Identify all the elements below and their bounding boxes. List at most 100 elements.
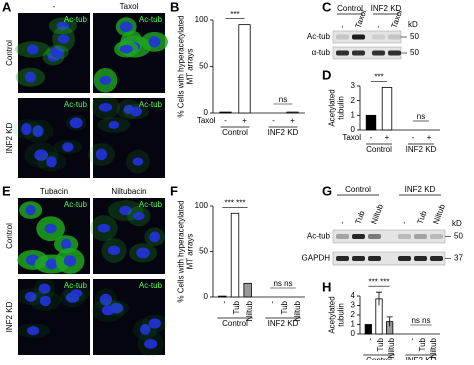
nucleus xyxy=(107,245,121,256)
x-tick-label: - xyxy=(412,133,415,142)
nucleus xyxy=(56,21,70,31)
micrograph: Ac-tub xyxy=(91,279,168,357)
lane-label: Niltub xyxy=(431,203,447,226)
lane-label: - xyxy=(399,220,408,226)
column-header: Taxol xyxy=(120,2,139,11)
group-label: Control xyxy=(366,356,392,360)
lane-label: - xyxy=(373,24,382,30)
row-label: INF2 KD xyxy=(5,301,14,332)
micrograph: Ac-tub xyxy=(16,277,90,355)
nucleus xyxy=(69,117,83,129)
y-tick-label: 100 xyxy=(195,201,209,210)
micrograph: Ac-tub xyxy=(15,13,90,93)
nucleus xyxy=(70,289,83,298)
nucleus xyxy=(136,247,150,259)
blot-band xyxy=(352,50,365,56)
panel-label: F xyxy=(170,183,178,198)
y-tick-label: 4 xyxy=(351,291,356,300)
y-tick-label: 50 xyxy=(199,247,208,256)
panel-label: H xyxy=(322,279,331,294)
y-axis-label: MT arrays xyxy=(186,234,195,270)
blot-band xyxy=(388,50,401,56)
bar xyxy=(243,282,252,298)
stain-label: Ac-tub xyxy=(64,200,88,209)
panel-label: G xyxy=(322,183,332,198)
nucleus xyxy=(119,205,132,216)
nucleus xyxy=(26,44,39,55)
significance: *** xyxy=(230,10,239,19)
nucleus xyxy=(129,106,142,117)
x-tick-label: - xyxy=(370,133,373,142)
marker: 50 xyxy=(410,32,419,41)
nucleus xyxy=(119,21,133,33)
y-axis-label: % Cells with hyperacetylated xyxy=(177,200,186,302)
blot-group: INF2 KD xyxy=(371,4,402,13)
nucleus xyxy=(119,44,133,54)
y-tick-label: 3 xyxy=(351,81,356,90)
row-label: Control xyxy=(5,40,14,66)
group-label: INF2 KD xyxy=(268,319,299,328)
row-label: Control xyxy=(5,223,14,249)
significance: ns ns xyxy=(411,316,430,325)
nucleus xyxy=(24,291,37,302)
nucleus xyxy=(45,258,58,270)
blot-strip xyxy=(332,229,446,244)
column-header: Tubacin xyxy=(40,187,68,196)
micrograph: Ac-tub xyxy=(87,95,165,178)
y-tick-label: 100 xyxy=(195,15,209,24)
blot-group: INF2 KD xyxy=(405,185,436,194)
y-tick-label: 50 xyxy=(199,62,208,71)
lane-label: Tub xyxy=(415,209,428,225)
x-tick-label: - xyxy=(407,338,416,341)
panel-label: C xyxy=(322,0,332,14)
significance: *** *** xyxy=(369,277,390,286)
blot-band xyxy=(414,256,427,261)
blot-row-label: GAPDH xyxy=(302,254,331,263)
x-tick-label: - xyxy=(267,301,276,304)
lane-label: - xyxy=(337,24,346,30)
blot-row-label: Ac-tub xyxy=(307,32,331,41)
blot-row-label: α-tub xyxy=(312,48,331,57)
micrograph: Ac-tub xyxy=(17,198,90,274)
marker: 50 xyxy=(410,48,419,57)
marker: 37 xyxy=(454,254,463,263)
stain-label: Ac-tub xyxy=(139,281,163,290)
y-axis-label: Acetylated xyxy=(328,89,337,126)
group-label: INF2 KD xyxy=(406,145,437,154)
significance: ns ns xyxy=(273,279,292,288)
nucleus xyxy=(27,326,40,336)
group-label: INF2 KD xyxy=(406,356,437,360)
x-tick-label: Tub xyxy=(232,300,241,314)
blot-group: Control xyxy=(345,185,371,194)
lane-label: Niltub xyxy=(369,203,385,226)
nucleus xyxy=(148,36,161,48)
nucleus xyxy=(21,123,32,136)
blot-band xyxy=(336,50,349,56)
blot-band xyxy=(352,234,365,239)
bar xyxy=(365,114,377,131)
y-tick-label: 1 xyxy=(351,110,356,119)
y-tick-label: 0 xyxy=(204,292,209,301)
nucleus xyxy=(101,305,114,316)
group-label: Control xyxy=(222,128,248,137)
blot-group: Control xyxy=(337,4,363,13)
column-header: Niltubacin xyxy=(111,187,146,196)
nucleus xyxy=(133,212,145,221)
y-axis-label: tubulin xyxy=(337,96,346,120)
stain-label: Ac-tub xyxy=(139,100,163,109)
blot-band xyxy=(368,234,381,239)
micrograph: Ac-tub xyxy=(93,13,168,93)
y-tick-label: 1 xyxy=(351,320,356,329)
significance: *** *** xyxy=(225,198,246,207)
blot-band xyxy=(352,34,365,40)
y-axis-label: % Cells with hyperacetylated xyxy=(177,15,186,117)
blot-band xyxy=(336,256,349,261)
unit: kD xyxy=(408,20,418,29)
bar xyxy=(381,87,393,131)
nucleus xyxy=(63,255,77,267)
y-tick-label: 0 xyxy=(351,329,356,338)
blot-band xyxy=(336,34,349,40)
blot-band xyxy=(430,256,443,261)
y-tick-label: 3 xyxy=(351,301,356,310)
